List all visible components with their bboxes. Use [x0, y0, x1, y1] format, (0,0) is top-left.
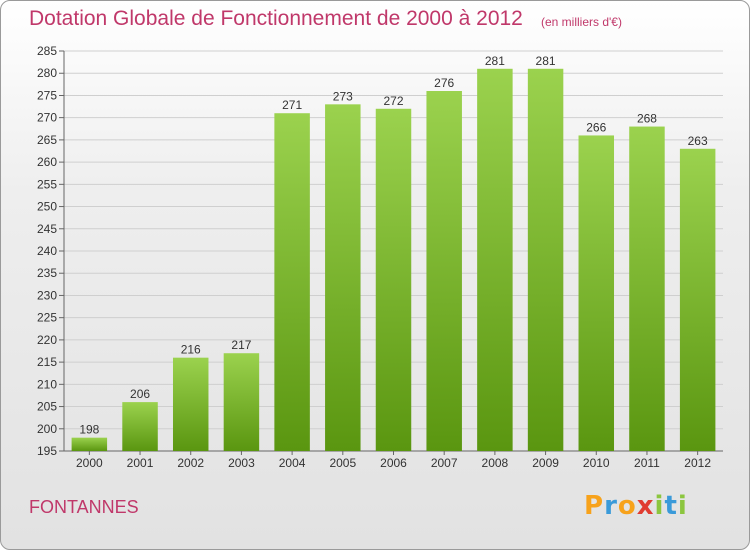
x-tick-label-2005: 2005 [329, 456, 356, 470]
data-label-2010: 266 [586, 120, 606, 134]
bar-2004 [274, 113, 310, 451]
x-tick-label-2004: 2004 [279, 456, 306, 470]
x-tick-label-2002: 2002 [177, 456, 204, 470]
y-tick-label: 255 [37, 177, 57, 191]
bar-2007 [426, 91, 462, 451]
logo-letter: t [664, 491, 678, 521]
y-tick-label: 275 [37, 88, 57, 102]
logo-letter: o [617, 491, 637, 521]
y-tick-label: 280 [37, 66, 57, 80]
y-tick-label: 225 [37, 311, 57, 325]
y-axis-ticks: 195 200 205 210 215 220 225 230 235 240 245 250 255 2… [37, 44, 64, 458]
bar-2011 [629, 126, 665, 452]
y-tick-label: 245 [37, 222, 57, 236]
chart-title: Dotation Globale de Fonctionnement de 20… [29, 7, 523, 30]
data-label-2004: 271 [282, 98, 302, 112]
y-tick-label: 285 [37, 44, 57, 58]
data-label-2005: 273 [333, 89, 353, 103]
bar-2008 [477, 68, 513, 452]
x-tick-label-2006: 2006 [380, 456, 407, 470]
y-tick-label: 200 [37, 422, 57, 436]
bar-2003 [223, 353, 260, 451]
logo-letter: i [677, 491, 688, 521]
bar-2000 [71, 437, 108, 451]
y-tick-label: 250 [37, 200, 57, 214]
data-label-2008: 281 [485, 54, 505, 68]
data-label-2007: 276 [434, 76, 454, 90]
x-tick-label-2008: 2008 [482, 456, 509, 470]
x-tick-label-2012: 2012 [684, 456, 711, 470]
bar-2001 [122, 402, 158, 451]
x-axis-ticks: 2000 2001 2002 2003 2004 2005 2006 2007 2008 2009… [76, 451, 711, 470]
x-tick-label-2000: 2000 [76, 456, 103, 470]
bar-2005 [325, 104, 361, 451]
y-tick-label: 265 [37, 133, 57, 147]
logo-letter: r [604, 491, 618, 521]
commune-name: FONTANNES [29, 497, 139, 517]
x-tick-label-2010: 2010 [583, 456, 610, 470]
y-tick-label: 260 [37, 155, 57, 169]
logo-letter: P [584, 491, 605, 521]
y-tick-label: 240 [37, 244, 57, 258]
bar-2006 [375, 108, 412, 452]
data-label-2011: 268 [637, 112, 657, 126]
bar-2010 [578, 135, 615, 451]
bar-2009 [527, 68, 564, 452]
proxiti-logo: Proxiti [584, 491, 688, 521]
logo-letter: x [636, 491, 655, 521]
bar-2012 [679, 148, 716, 451]
y-tick-label: 205 [37, 400, 57, 414]
x-tick-label-2009: 2009 [532, 456, 559, 470]
data-label-2003: 217 [231, 338, 251, 352]
y-tick-label: 195 [37, 444, 57, 458]
x-tick-label-2001: 2001 [127, 456, 154, 470]
bar-2002 [172, 357, 209, 451]
data-label-2002: 216 [181, 343, 201, 357]
data-label-2001: 206 [130, 387, 150, 401]
y-tick-label: 230 [37, 288, 57, 302]
y-tick-label: 220 [37, 333, 57, 347]
data-label-2006: 272 [383, 94, 403, 108]
x-tick-label-2003: 2003 [228, 456, 255, 470]
data-labels: 198 206 216 217 271 273 272 276 281 281 266 268 263 [79, 54, 708, 437]
bars [71, 68, 716, 452]
data-label-2009: 281 [536, 54, 556, 68]
data-label-2000: 198 [79, 423, 99, 437]
y-tick-label: 210 [37, 377, 57, 391]
y-tick-label: 235 [37, 266, 57, 280]
x-tick-label-2007: 2007 [431, 456, 458, 470]
x-tick-label-2011: 2011 [634, 456, 660, 470]
unit-note: (en milliers d'€) [541, 15, 622, 29]
y-tick-label: 215 [37, 355, 57, 369]
y-tick-label: 270 [37, 111, 57, 125]
logo-letter: i [654, 491, 665, 521]
data-label-2012: 263 [688, 134, 708, 148]
